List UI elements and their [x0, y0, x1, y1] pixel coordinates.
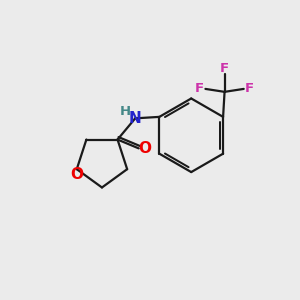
Text: O: O: [70, 167, 83, 182]
Text: N: N: [129, 111, 142, 126]
Text: H: H: [120, 105, 131, 119]
Text: O: O: [138, 141, 151, 156]
Text: F: F: [220, 62, 229, 75]
Text: F: F: [195, 82, 204, 95]
Text: F: F: [245, 82, 254, 95]
